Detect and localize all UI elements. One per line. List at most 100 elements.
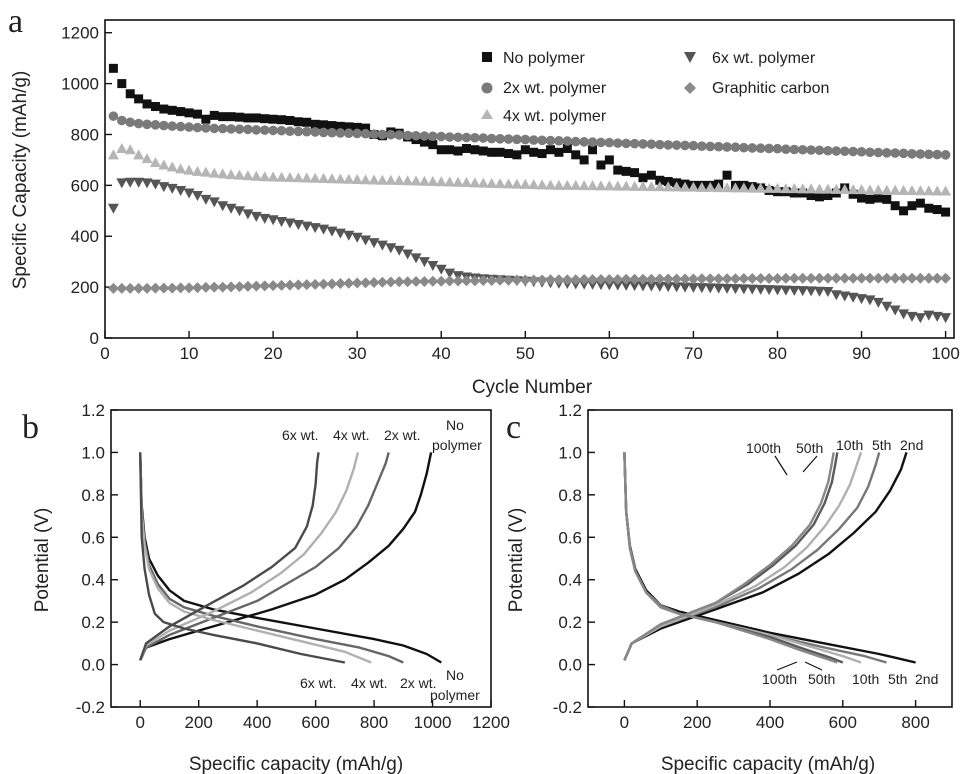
data-point-triangle-up <box>469 177 480 187</box>
data-point-triangle-up <box>259 171 270 181</box>
data-point-triangle-up <box>822 184 833 194</box>
data-point-circle <box>571 137 581 147</box>
data-point-circle <box>386 130 396 140</box>
data-point-triangle-up <box>310 173 321 183</box>
data-point-triangle-down <box>318 225 329 235</box>
data-point-triangle-up <box>402 175 413 185</box>
data-point-triangle-down <box>217 201 228 211</box>
data-point-circle <box>857 147 867 157</box>
b-annot-top-6x: 6x wt. <box>282 427 319 443</box>
data-point-circle <box>924 150 934 160</box>
data-point-square <box>428 140 437 149</box>
data-point-circle <box>134 119 144 129</box>
data-point-triangle-up <box>175 163 186 173</box>
data-point-square <box>260 114 269 123</box>
data-point-circle <box>655 140 665 150</box>
x-tick-label: 400 <box>756 713 784 732</box>
y-tick-label: 0 <box>90 329 99 348</box>
data-point-circle <box>142 120 152 130</box>
data-point-circle <box>697 141 707 151</box>
y-tick-label: 1200 <box>61 24 99 43</box>
data-point-triangle-up <box>368 175 379 185</box>
y-tick-label: -0.2 <box>553 698 582 717</box>
y-tick-label: 400 <box>71 227 99 246</box>
data-point-triangle-up <box>427 176 438 186</box>
y-tick-label: 0.4 <box>81 571 105 590</box>
data-point-circle <box>848 147 858 157</box>
data-point-circle <box>512 135 522 145</box>
data-point-circle <box>176 122 186 132</box>
x-tick-label: 80 <box>768 344 787 363</box>
data-point-triangle-down <box>343 231 354 241</box>
x-tick-label: 50 <box>516 344 535 363</box>
data-point-triangle-down <box>326 227 337 237</box>
data-point-circle <box>209 124 219 134</box>
data-point-triangle-up <box>276 172 287 182</box>
c-arrow-bottom-50th <box>805 662 822 670</box>
data-point-circle <box>336 128 346 138</box>
b-annot-top-4x: 4x wt. <box>333 427 370 443</box>
panel-a-label: a <box>8 3 23 40</box>
y-tick-label: 0.0 <box>81 656 105 675</box>
data-point-square <box>622 167 631 176</box>
c-annot-top-50th: 50th <box>796 440 823 456</box>
c-annot-bottom-50th: 50th <box>808 671 835 687</box>
panel-a-x-axis-title: Cycle Number <box>472 377 593 398</box>
data-point-square <box>723 171 732 180</box>
legend-marker-4x <box>481 109 493 119</box>
panel-b-plot-area <box>140 452 441 662</box>
data-point-square <box>865 195 874 204</box>
data-point-circle <box>621 139 631 149</box>
data-point-circle <box>613 138 623 148</box>
data-point-triangle-up <box>856 184 867 194</box>
curve-charge-3 <box>140 452 318 660</box>
x-tick-label: 200 <box>683 713 711 732</box>
panel-b-annotations: 6x wt. 4x wt. 2x wt. No polymer 6x wt. 4… <box>282 417 482 703</box>
data-point-triangle-up <box>461 177 472 187</box>
c-annot-bottom-2nd: 2nd <box>915 671 938 687</box>
data-point-square <box>302 118 311 127</box>
data-point-triangle-up <box>108 149 119 159</box>
legend-label-2x: 2x wt. polymer <box>503 80 607 97</box>
data-point-square <box>605 155 614 164</box>
c-annot-top-2nd: 2nd <box>900 437 923 453</box>
c-annot-bottom-5th: 5th <box>888 671 907 687</box>
data-point-square <box>176 107 185 116</box>
data-point-circle <box>579 137 589 147</box>
data-point-square <box>907 201 916 210</box>
data-point-triangle-up <box>940 185 951 195</box>
data-point-circle <box>352 129 362 139</box>
data-point-triangle-up <box>587 180 598 190</box>
data-point-triangle-up <box>226 169 237 179</box>
data-point-square <box>487 148 496 157</box>
data-point-triangle-down <box>898 309 909 319</box>
data-point-triangle-up <box>335 174 346 184</box>
b-annot-top-polymer: polymer <box>432 437 482 453</box>
data-point-circle <box>369 129 379 139</box>
data-point-triangle-up <box>511 179 522 189</box>
data-point-circle <box>125 117 135 127</box>
x-tick-label: 0 <box>135 713 144 732</box>
data-point-circle <box>302 127 312 137</box>
data-point-triangle-up <box>301 172 312 182</box>
legend-label-4x: 4x wt. polymer <box>503 108 607 125</box>
data-point-triangle-up <box>158 160 169 170</box>
data-point-square <box>269 115 278 124</box>
data-point-square <box>193 110 202 119</box>
data-point-triangle-up <box>906 185 917 195</box>
data-point-circle <box>260 125 270 135</box>
panel-b-label: b <box>22 409 39 446</box>
data-point-circle <box>478 133 488 143</box>
data-point-triangle-down <box>108 204 119 214</box>
data-point-circle <box>630 139 640 149</box>
data-point-circle <box>865 147 875 157</box>
data-point-triangle-up <box>385 175 396 185</box>
data-point-circle <box>504 134 514 144</box>
y-tick-label: 200 <box>71 278 99 297</box>
panel-c-label: c <box>506 409 521 446</box>
data-point-circle <box>916 149 926 159</box>
data-point-square <box>243 113 252 122</box>
data-point-triangle-down <box>276 217 287 227</box>
data-point-circle <box>294 127 304 137</box>
x-tick-label: 40 <box>432 344 451 363</box>
